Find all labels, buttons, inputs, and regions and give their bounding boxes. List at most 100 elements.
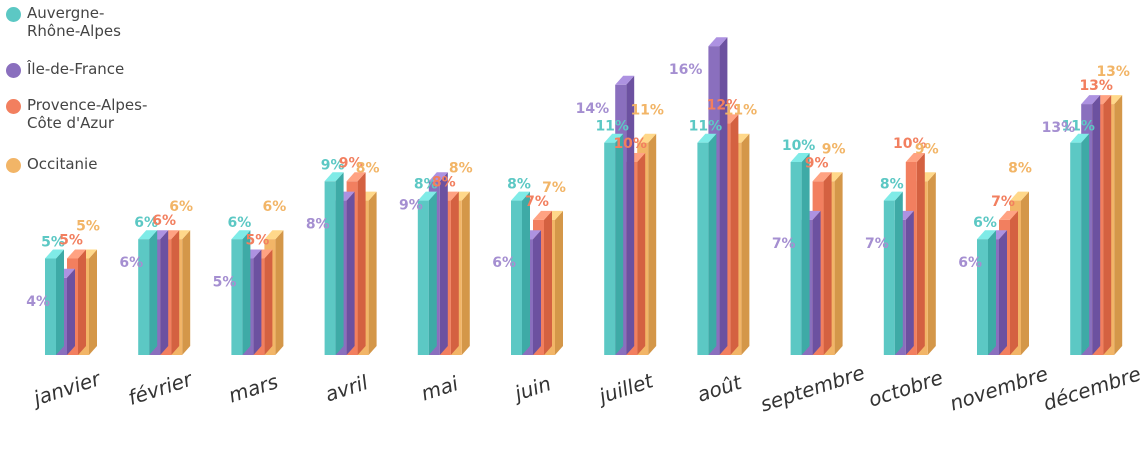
bar-side [450,191,459,355]
bar-side [78,249,86,355]
data-label-auvergne-rhone-alpes-9: 8% [880,177,904,193]
bar-group-1: 6%6%6%6%février [119,199,196,410]
data-label-provence-alpes-cote-dazur-10: 7% [991,194,1015,210]
legend-item-occitanie: Occitanie [6,155,192,173]
bar-auvergne-rhone-alpes-1 [138,230,158,355]
legend-item-provence-alpes-cote-dazur: Provence-Alpes-Côte d'Azur [6,96,172,132]
bar-group-10: 6% 6% 7% 8% novembre [947,161,1051,416]
bar-auvergne-rhone-alpes-5 [511,191,530,355]
bar-top [999,210,1018,220]
bar-top [346,172,366,182]
bar-front [697,142,709,355]
bar-side [346,191,355,355]
data-label-occitanie-6: 11% [630,103,664,119]
bar-side [1010,210,1018,355]
data-label-provence-alpes-cote-dazur-0: 5% [59,233,83,249]
x-tick-label-10: novembre [947,361,1051,415]
data-label-occitanie-7: 11% [724,103,758,119]
bar-side [544,210,552,355]
data-label-ile-de-france-2: 5% [213,275,237,291]
legend-swatch [6,99,21,114]
bar-side [439,172,448,355]
data-label-auvergne-rhone-alpes-2: 6% [228,215,252,231]
bar-side [555,210,563,355]
bar-side [253,249,262,355]
bar-group-5: 8% 6% 7%7% juin [492,177,566,407]
data-label-ile-de-france-4: 9% [399,197,423,213]
bar-top [417,191,437,201]
bar-group-2: 6% 5% 5% 6% mars [213,199,287,407]
data-label-occitanie-1: 6% [169,199,193,215]
bar-side [89,249,97,355]
bar-side [905,210,914,355]
bar-side [626,75,635,356]
bar-front [138,239,150,355]
data-label-auvergne-rhone-alpes-11: 11% [1061,119,1095,135]
bar-auvergne-rhone-alpes-8 [790,153,810,355]
bar-group-8: 10% 7% 9%9% septembre [757,138,867,416]
bar-side [335,172,344,355]
bar-front [790,162,802,355]
bar-side [357,172,366,355]
bar-side [368,191,377,355]
bar-side [648,133,657,355]
data-label-provence-alpes-cote-dazur-3: 9% [339,155,363,171]
data-label-provence-alpes-cote-dazur-11: 13% [1079,78,1113,94]
data-label-occitanie-11: 13% [1096,64,1130,80]
bar-side [894,191,903,355]
bar-side [719,37,728,355]
x-tick-label-1: février [125,366,196,410]
bar-side [637,153,646,355]
data-label-provence-alpes-cote-dazur-4: 8% [432,175,456,191]
bar-front [1070,142,1082,355]
data-label-provence-alpes-cote-dazur-1: 6% [152,213,176,229]
bar-auvergne-rhone-alpes-6 [604,133,624,355]
bar-side [67,268,75,355]
data-label-occitanie-3: 8% [356,161,380,177]
bar-auvergne-rhone-alpes-11 [1070,133,1090,355]
bar-group-9: 8% 7% 10%9% octobre [865,136,946,412]
bar-side [182,230,191,355]
bar-side [149,230,158,355]
data-label-ile-de-france-0: 4% [26,294,50,310]
x-tick-label-9: octobre [866,365,946,411]
bar-group-0: 5%4%5%5%janvier [26,219,105,412]
bar-group-3: 9%8%9%8%avril [306,155,380,406]
bar-front [417,200,429,355]
bar-top [1081,95,1101,105]
bar-auvergne-rhone-alpes-9 [883,191,903,355]
bar-top [1010,191,1029,201]
data-label-ile-de-france-5: 6% [492,255,516,271]
bar-side [708,133,717,355]
x-tick-label-7: août [694,370,745,407]
bar-side [522,191,530,355]
data-label-auvergne-rhone-alpes-1: 6% [134,215,158,231]
bar-top [428,172,448,182]
data-label-auvergne-rhone-alpes-6: 11% [595,119,629,135]
legend-label: Île-de-France [27,60,125,78]
bar-side [264,249,273,355]
data-label-ile-de-france-11: 13% [1042,120,1076,136]
bar-side [988,230,996,355]
legend-item-auvergne-rhone-alpes: Auvergne-Rhône-Alpes [6,4,137,40]
legend-label: Provence-Alpes-Côte d'Azur [27,96,148,132]
bar-top [1070,133,1090,143]
bar-side [242,230,251,355]
bar-group-7: 11%16%12%11%août [669,37,757,407]
bar-top [138,230,158,240]
bar-auvergne-rhone-alpes-3 [324,172,344,355]
bar-auvergne-rhone-alpes-10 [977,230,996,355]
data-label-provence-alpes-cote-dazur-7: 12% [707,97,741,113]
bar-side [812,210,821,355]
data-label-ile-de-france-3: 8% [306,217,330,233]
legend-swatch [6,63,21,78]
data-label-occitanie-4: 8% [449,161,473,177]
bar-side [741,133,750,355]
bar-side [461,191,470,355]
bar-side [275,230,284,355]
legend-item-ile-de-france: Île-de-France [6,60,192,78]
data-label-occitanie-0: 5% [76,219,100,235]
x-tick-label-3: avril [322,370,371,406]
